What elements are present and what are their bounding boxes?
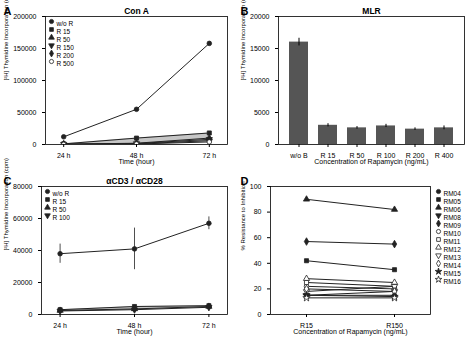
svg-text:% Resistance to Inhibition: % Resistance to Inhibition — [240, 181, 246, 250]
svg-text:MLR: MLR — [362, 6, 380, 16]
svg-text:R 50: R 50 — [349, 152, 365, 160]
svg-text:0: 0 — [33, 141, 37, 148]
svg-text:150000: 150000 — [13, 45, 36, 52]
svg-text:RM08: RM08 — [444, 214, 462, 221]
svg-text:10000: 10000 — [250, 77, 270, 84]
svg-text:Concentration of Rapamycin (ng: Concentration of Rapamycin (ng/mL) — [314, 158, 428, 166]
svg-text:Time (hour): Time (hour) — [117, 328, 153, 336]
svg-text:RM13: RM13 — [444, 254, 462, 261]
svg-text:R150: R150 — [386, 322, 403, 330]
svg-text:200000: 200000 — [13, 13, 36, 20]
svg-text:w/o R: w/o R — [56, 20, 74, 27]
svg-text:24 h: 24 h — [57, 152, 71, 159]
svg-text:RM09: RM09 — [444, 222, 462, 229]
svg-text:5000: 5000 — [254, 109, 270, 116]
svg-text:[²H] Thymidine Incorporation (: [²H] Thymidine Incorporation (cpm) — [240, 0, 246, 81]
svg-text:RM04: RM04 — [444, 190, 462, 197]
svg-text:RM16: RM16 — [444, 278, 462, 285]
svg-text:20000: 20000 — [250, 13, 270, 20]
svg-text:R 15: R 15 — [320, 152, 336, 160]
svg-text:R 200: R 200 — [57, 52, 75, 59]
svg-text:R 100: R 100 — [53, 214, 71, 221]
svg-text:R 400: R 400 — [435, 152, 454, 159]
svg-text:RM14: RM14 — [444, 262, 462, 269]
svg-text:R 50: R 50 — [53, 206, 67, 213]
svg-text:80: 80 — [254, 208, 262, 215]
svg-text:R 150: R 150 — [57, 44, 75, 51]
svg-text:Con A: Con A — [124, 6, 149, 16]
svg-text:24 h: 24 h — [53, 322, 67, 329]
svg-text:0: 0 — [258, 311, 262, 318]
svg-text:72 h: 72 h — [202, 152, 216, 159]
svg-text:R 200: R 200 — [405, 152, 425, 160]
svg-text:72 h: 72 h — [202, 322, 216, 329]
svg-text:D: D — [240, 175, 249, 188]
svg-text:0: 0 — [266, 141, 270, 148]
svg-text:Time (hour): Time (hour) — [119, 158, 155, 166]
svg-text:60: 60 — [254, 234, 262, 241]
svg-text:R 15: R 15 — [57, 28, 71, 35]
svg-text:60000: 60000 — [13, 215, 33, 222]
svg-text:48 h: 48 h — [127, 322, 142, 330]
svg-text:R15: R15 — [300, 322, 313, 330]
svg-text:RM06: RM06 — [444, 206, 462, 213]
svg-text:100: 100 — [250, 183, 262, 190]
svg-text:20000: 20000 — [13, 279, 33, 286]
svg-text:Concentration of Rapamycin (ng: Concentration of Rapamycin (ng/mL) — [293, 328, 407, 336]
svg-text:80000: 80000 — [13, 183, 33, 190]
svg-text:0: 0 — [29, 311, 33, 318]
svg-text:w/o R: w/o R — [52, 190, 70, 197]
svg-text:RM11: RM11 — [444, 238, 461, 245]
svg-text:RM10: RM10 — [444, 230, 462, 237]
svg-text:20: 20 — [254, 285, 262, 292]
svg-text:15000: 15000 — [250, 45, 270, 52]
svg-text:R 15: R 15 — [53, 198, 67, 205]
svg-text:αCD3 / αCD28: αCD3 / αCD28 — [106, 176, 163, 186]
svg-text:48 h: 48 h — [129, 152, 144, 160]
svg-text:R 500: R 500 — [57, 60, 75, 67]
svg-text:R 100: R 100 — [376, 152, 396, 160]
svg-text:40000: 40000 — [13, 247, 33, 254]
svg-text:RM12: RM12 — [444, 246, 462, 253]
svg-text:100000: 100000 — [13, 77, 36, 84]
svg-text:w/o B: w/o B — [289, 152, 308, 159]
svg-text:40: 40 — [254, 260, 262, 267]
svg-text:[²H] Thymidine Incorporation (: [²H] Thymidine Incorporation (cpm) — [3, 0, 9, 81]
svg-text:[²H] Thymidine Incorporation (: [²H] Thymidine Incorporation (cpm) — [3, 158, 9, 251]
svg-text:RM05: RM05 — [444, 198, 462, 205]
svg-text:R 50: R 50 — [57, 36, 71, 43]
svg-text:50000: 50000 — [17, 109, 37, 116]
svg-text:RM15: RM15 — [444, 270, 462, 277]
